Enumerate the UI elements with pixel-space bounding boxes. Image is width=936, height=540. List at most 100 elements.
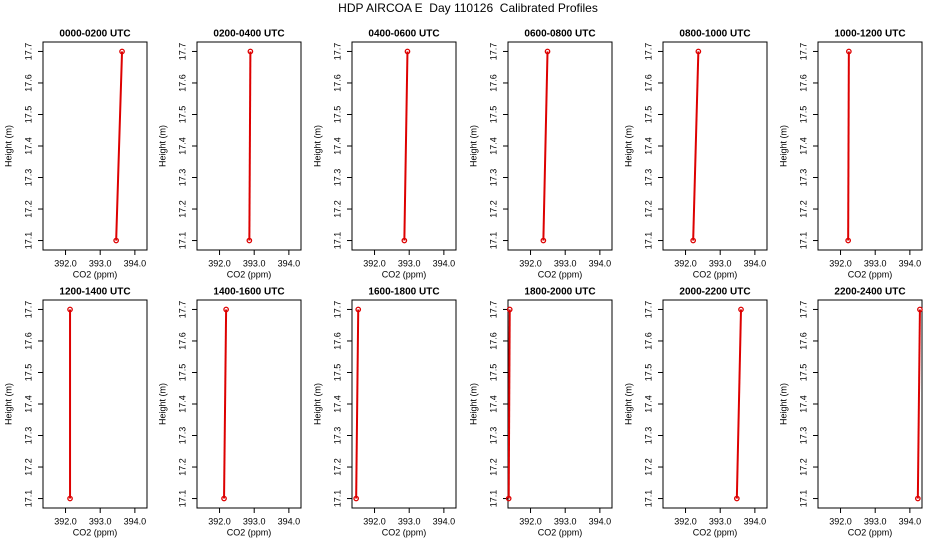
x-tick-label: 393.0 [864, 516, 887, 526]
x-tick-label: 392.0 [674, 258, 697, 268]
panel: 1200-1400 UTC 392.0 393.0 394.0 17.1 17.2 17.3… [3, 287, 148, 537]
x-axis-label: CO2 (ppm) [538, 269, 583, 279]
x-tick-label: 392.0 [363, 516, 386, 526]
y-tick-label: 17.7 [488, 43, 498, 61]
panel: 0000-0200 UTC 392.0 393.0 394.0 17.1 17.2 17.3… [3, 29, 148, 279]
profile-point [914, 495, 921, 502]
y-axis-label: Height (m) [623, 383, 633, 425]
x-tick-label: 394.0 [278, 516, 301, 526]
profile-point [355, 306, 362, 313]
y-tick-label: 17.5 [177, 364, 187, 382]
y-tick-label: 17.4 [798, 137, 808, 155]
x-axis-label: CO2 (ppm) [73, 527, 118, 537]
y-tick-label: 17.3 [23, 169, 33, 187]
y-tick-label: 17.7 [488, 301, 498, 319]
y-tick-label: 17.6 [643, 332, 653, 350]
y-tick-label: 17.6 [798, 332, 808, 350]
profile-line [916, 309, 921, 499]
panel-title: 1800-2000 UTC [524, 287, 595, 298]
y-axis-label: Height (m) [157, 125, 167, 167]
y-tick-label: 17.5 [798, 106, 808, 124]
plot-frame [351, 299, 457, 509]
x-axis-label: CO2 (ppm) [227, 527, 272, 537]
x-tick-label: 392.0 [829, 516, 852, 526]
plot-frame [662, 299, 768, 509]
y-tick-label: 17.1 [332, 490, 342, 508]
y-tick-label: 17.2 [643, 200, 653, 218]
y-tick-label: 17.6 [332, 332, 342, 350]
plot-frame [507, 41, 613, 251]
x-tick-label: 394.0 [278, 258, 301, 268]
x-tick-label: 393.0 [554, 258, 577, 268]
y-tick-label: 17.5 [798, 364, 808, 382]
y-tick-label: 17.4 [643, 395, 653, 413]
y-tick-label: 17.7 [798, 43, 808, 61]
y-tick-label: 17.6 [23, 74, 33, 92]
x-tick-label: 394.0 [589, 516, 612, 526]
x-tick-label: 394.0 [124, 258, 147, 268]
y-tick-label: 17.5 [488, 106, 498, 124]
page-title: HDP AIRCOA E Day 110126 Calibrated Profi… [338, 1, 598, 15]
y-tick-label: 17.2 [643, 458, 653, 476]
x-tick-label: 394.0 [589, 258, 612, 268]
y-tick-label: 17.2 [488, 200, 498, 218]
profile-line [403, 51, 409, 241]
x-tick-label: 394.0 [744, 516, 767, 526]
panel: 1000-1200 UTC 392.0 393.0 394.0 17.1 17.2 17.3… [778, 29, 923, 279]
y-tick-label: 17.2 [23, 458, 33, 476]
profile-point [247, 48, 254, 55]
profile-point [845, 237, 852, 244]
x-tick-label: 392.0 [54, 258, 77, 268]
panel-title: 1600-1800 UTC [368, 287, 439, 298]
y-tick-label: 17.1 [177, 232, 187, 250]
y-tick-label: 17.2 [177, 458, 187, 476]
panel: 1400-1600 UTC 392.0 393.0 394.0 17.1 17.2 17.3… [157, 287, 302, 537]
profile-point [917, 306, 923, 313]
panel: 0400-0600 UTC 392.0 393.0 394.0 17.1 17.2 17.3… [312, 29, 457, 279]
y-tick-label: 17.3 [332, 169, 342, 187]
profile-point [738, 306, 744, 313]
y-tick-label: 17.4 [798, 395, 808, 413]
plot-frame [817, 299, 923, 509]
y-tick-label: 17.7 [332, 301, 342, 319]
y-tick-label: 17.3 [798, 427, 808, 445]
plot-frame [42, 299, 148, 509]
x-tick-label: 392.0 [829, 258, 852, 268]
y-tick-label: 17.4 [177, 137, 187, 155]
profile-line [355, 309, 360, 499]
panel: 1800-2000 UTC 392.0 393.0 394.0 17.1 17.2 17.3… [468, 287, 613, 537]
x-tick-label: 392.0 [208, 516, 231, 526]
x-tick-label: 393.0 [243, 516, 266, 526]
y-tick-label: 17.6 [23, 332, 33, 350]
x-tick-label: 393.0 [864, 258, 887, 268]
y-tick-label: 17.3 [488, 169, 498, 187]
profile-point [404, 48, 411, 55]
y-tick-label: 17.1 [23, 232, 33, 250]
y-tick-label: 17.5 [177, 106, 187, 124]
panel-title: 1200-1400 UTC [59, 287, 130, 298]
x-tick-label: 394.0 [744, 258, 767, 268]
y-tick-label: 17.3 [643, 427, 653, 445]
y-tick-label: 17.1 [643, 490, 653, 508]
profile-line [115, 51, 124, 241]
y-axis-label: Height (m) [468, 383, 478, 425]
profile-point [113, 237, 119, 244]
y-tick-label: 17.1 [488, 490, 498, 508]
y-axis-label: Height (m) [312, 125, 322, 167]
panel-title: 1000-1200 UTC [834, 29, 905, 40]
x-tick-label: 394.0 [433, 258, 456, 268]
y-tick-label: 17.7 [177, 301, 187, 319]
y-tick-label: 17.4 [332, 137, 342, 155]
profile-point [544, 48, 551, 55]
y-tick-label: 17.2 [332, 458, 342, 476]
y-tick-label: 17.7 [643, 301, 653, 319]
panel: 0200-0400 UTC 392.0 393.0 394.0 17.1 17.2 17.3… [157, 29, 302, 279]
x-axis-label: CO2 (ppm) [538, 527, 583, 537]
profile-point [223, 306, 229, 313]
profile-point [246, 237, 253, 244]
profile-line [735, 309, 742, 499]
y-tick-label: 17.4 [177, 395, 187, 413]
panel-title: 0400-0600 UTC [368, 29, 439, 40]
plot-frame [662, 41, 768, 251]
